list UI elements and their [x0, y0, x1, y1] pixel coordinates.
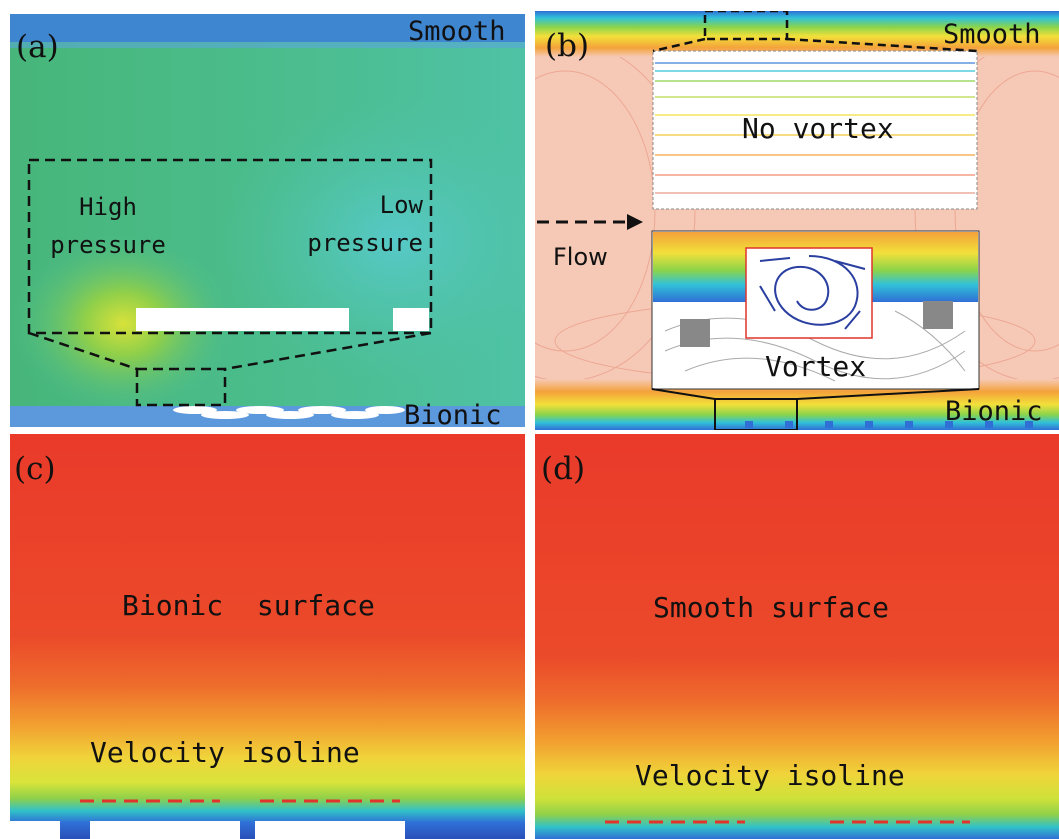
- smooth-surface-title: Smooth surface: [653, 591, 890, 624]
- panel-a-field: [10, 14, 525, 427]
- low-pressure-label: Low pressure: [307, 191, 423, 257]
- vortex-cavity-right: [923, 301, 953, 329]
- zoom-box-large: [27, 158, 433, 335]
- vortex-label: Vortex: [765, 350, 867, 383]
- bionic-surface-title: Bionic surface: [122, 589, 375, 622]
- panel-c: (c) Bionic surface Velocity isoline: [10, 434, 525, 839]
- inset-bionic-element: [136, 308, 349, 331]
- velocity-isoline-label-c: Velocity isoline: [90, 736, 360, 769]
- zoom-box-small: [135, 367, 227, 407]
- smooth-wall-top-b: [535, 11, 1059, 57]
- inset-bionic-element-2: [393, 308, 429, 331]
- smooth-wall-top: [10, 14, 525, 42]
- panel-b-bottom-label: Bionic: [945, 396, 1043, 427]
- panel-b-field: [535, 11, 1059, 430]
- vortex-swirl: [759, 255, 866, 330]
- bionic-scales: [173, 406, 405, 419]
- panel-d-field: [535, 434, 1059, 839]
- panel-b-letter: (b): [545, 28, 590, 64]
- bionic-blocks: [10, 821, 405, 839]
- panel-d: (d) Smooth surface Velocity isoline: [535, 434, 1059, 839]
- upper-inset: [652, 50, 978, 210]
- upper-inset-streamlines: [655, 62, 975, 194]
- vortex-cavity-left: [680, 319, 710, 347]
- no-vortex-label: No vortex: [742, 112, 894, 145]
- panel-c-letter: (c): [14, 451, 56, 487]
- panel-d-letter: (d): [541, 451, 586, 487]
- panel-a-bottom-label: Bionic: [404, 400, 502, 427]
- high-pressure-label: High pressure: [50, 193, 166, 259]
- velocity-isoline-label-d: Velocity isoline: [635, 759, 905, 792]
- panel-b: (b) Smooth Bionic No vortex Vortex Flow: [535, 11, 1059, 430]
- panel-a: (a) Smooth Bionic High pressure Low pres…: [10, 14, 525, 427]
- upper-source-box: [703, 11, 789, 41]
- flow-label: Flow: [553, 243, 608, 271]
- panel-b-top-label: Smooth: [943, 19, 1041, 50]
- panel-a-top-label: Smooth: [408, 16, 506, 47]
- panel-a-letter: (a): [16, 29, 59, 65]
- panel-c-field: [10, 434, 525, 839]
- lower-source-box: [714, 398, 798, 430]
